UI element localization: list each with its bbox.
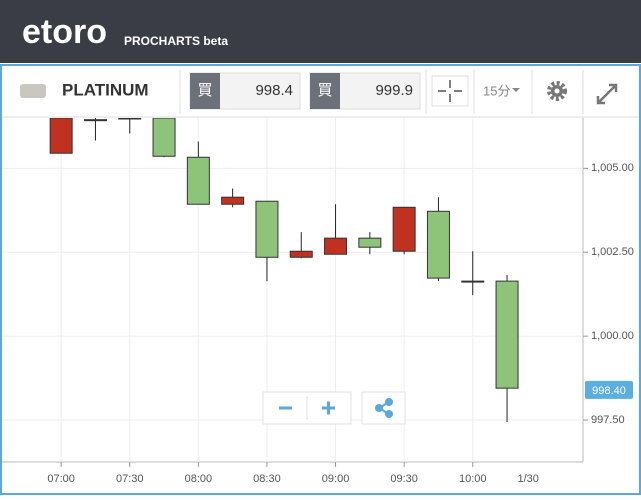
x-tick-label: 09:00 xyxy=(322,473,350,485)
x-tick-label: 08:00 xyxy=(185,473,213,485)
candle-body xyxy=(358,237,382,248)
y-tick-label: 1,005.00 xyxy=(591,162,634,174)
instrument-icon xyxy=(20,84,46,98)
x-tick-label: 07:00 xyxy=(47,473,75,485)
fullscreen-button[interactable] xyxy=(596,83,618,105)
candle-body xyxy=(324,237,348,255)
candle-body xyxy=(221,196,245,205)
current-price-label: 998.40 xyxy=(592,385,626,397)
zoom-controls xyxy=(262,391,406,425)
product-name: PROCHARTS beta xyxy=(124,34,228,48)
candle-body xyxy=(49,118,73,154)
x-tick-label: 09:30 xyxy=(390,473,418,485)
candle-body xyxy=(255,200,279,258)
candle-body xyxy=(392,206,416,252)
date-label: 1/30 xyxy=(517,473,538,485)
interval-caret xyxy=(512,88,520,92)
sell-icon: 買 xyxy=(197,82,212,99)
candle-body xyxy=(426,210,450,279)
sell-icon-bg xyxy=(190,73,220,109)
share-button[interactable] xyxy=(375,398,393,418)
y-tick-label: 997.50 xyxy=(591,414,625,426)
buy-icon: 買 xyxy=(317,82,332,99)
y-tick-label: 1,000.00 xyxy=(591,330,634,342)
buy-price: 999.9 xyxy=(375,82,413,99)
logo: etoro xyxy=(22,13,107,51)
candle-body xyxy=(83,119,107,122)
settings-button[interactable] xyxy=(547,81,567,101)
candle-body xyxy=(152,118,176,157)
x-tick-label: 10:00 xyxy=(459,473,487,485)
share-panel xyxy=(361,391,406,425)
chart-frame xyxy=(0,64,641,495)
crosshair-button[interactable] xyxy=(431,75,469,107)
buy-icon-bg xyxy=(310,73,340,109)
candle-body xyxy=(461,280,485,283)
interval-selector[interactable]: 15分 xyxy=(483,83,510,98)
current-price-marker xyxy=(585,380,633,399)
x-tick-label: 08:30 xyxy=(253,473,281,485)
x-tick-label: 07:30 xyxy=(116,473,144,485)
sell-price: 998.4 xyxy=(255,82,293,99)
y-tick-label: 1,002.50 xyxy=(591,246,634,258)
zoom-in-button[interactable] xyxy=(322,401,335,415)
candle-body xyxy=(495,280,519,389)
candle-body xyxy=(289,250,313,258)
header-bar xyxy=(0,0,641,63)
candle-body xyxy=(186,156,210,205)
candle-body xyxy=(118,118,142,120)
instrument-name[interactable]: PLATINUM xyxy=(62,80,149,99)
